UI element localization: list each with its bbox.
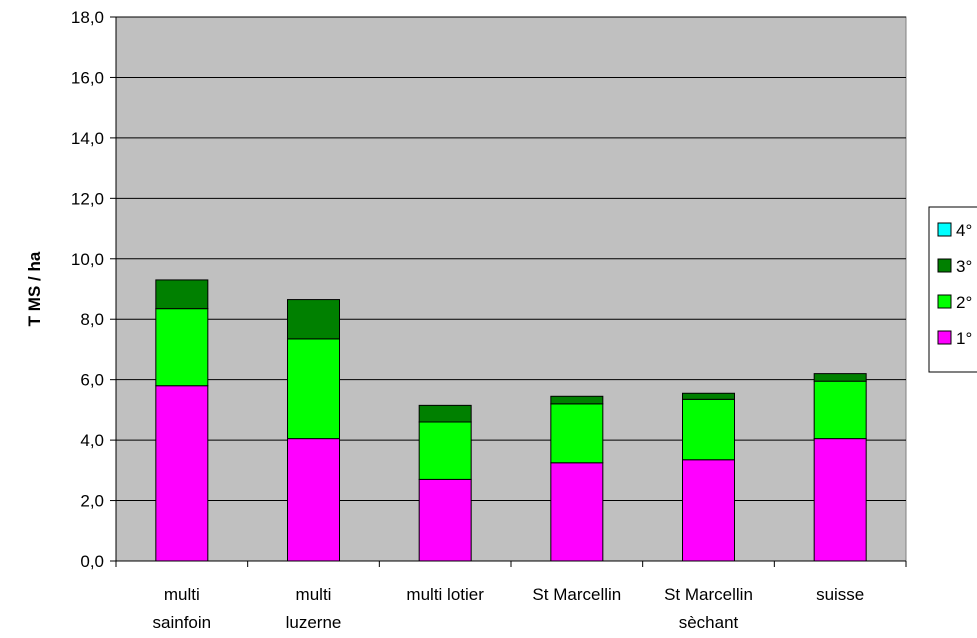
x-tick-labels: multi sainfoin multi luzerne multi lotier St … [153,585,865,632]
y-tick-label: 0,0 [80,552,104,571]
x-tick-label: sèchant [679,613,739,632]
y-tick-label: 14,0 [71,129,104,148]
y-tick-label: 12,0 [71,189,104,208]
legend-label: 4° [956,221,972,240]
bar-segment [287,299,340,340]
bar-segment [155,279,209,310]
x-tick-label: St Marcellin [532,585,621,604]
y-tick-label: 2,0 [80,492,104,511]
y-tick-label: 6,0 [80,371,104,390]
bar-segment [287,438,340,562]
bar-segment [155,385,209,562]
legend-label: 2° [956,293,972,312]
legend-label: 1° [956,329,972,348]
bar-segment [813,380,867,440]
x-tick-label: suisse [816,585,864,604]
bar-segment [287,338,340,440]
y-tick-label: 10,0 [71,250,104,269]
y-tick-label: 8,0 [80,310,104,329]
bar-segment [418,478,472,562]
x-tick-label: luzerne [286,613,342,632]
bar-segment [550,403,604,464]
x-tick-label: multi lotier [406,585,484,604]
gridlines [116,16,906,502]
bar-segment [418,404,472,423]
bar-segment [550,462,604,562]
legend: 4° 3° 2° 1° [928,206,977,373]
bar-segment [813,438,867,562]
bars [155,279,867,562]
legend-box [928,206,977,373]
legend-swatch [937,222,952,237]
bar-segment [682,398,735,461]
x-tick-label: multi [296,585,332,604]
y-tick-label: 16,0 [71,68,104,87]
y-tick-label: 4,0 [80,431,104,450]
legend-swatch [937,258,952,273]
legend-swatch [937,330,952,345]
x-tick-label: multi [164,585,200,604]
bar-segment [682,392,735,400]
x-tick-label: St Marcellin [664,585,753,604]
bar-segment [813,373,867,382]
bar-segment [550,395,604,405]
y-axis-title: T MS / ha [25,251,44,326]
y-tick-label: 18,0 [71,8,104,27]
bar-segment [418,421,472,480]
axes [110,16,907,567]
bar-segment [682,459,735,562]
x-tick-label: sainfoin [153,613,212,632]
plot-area [115,16,907,562]
legend-swatch [937,294,952,309]
legend-label: 3° [956,257,972,276]
y-tick-labels: 0,0 2,0 4,0 6,0 8,0 10,0 12,0 14,0 16,0 18,0 [71,8,104,571]
bar-segment [155,308,209,387]
